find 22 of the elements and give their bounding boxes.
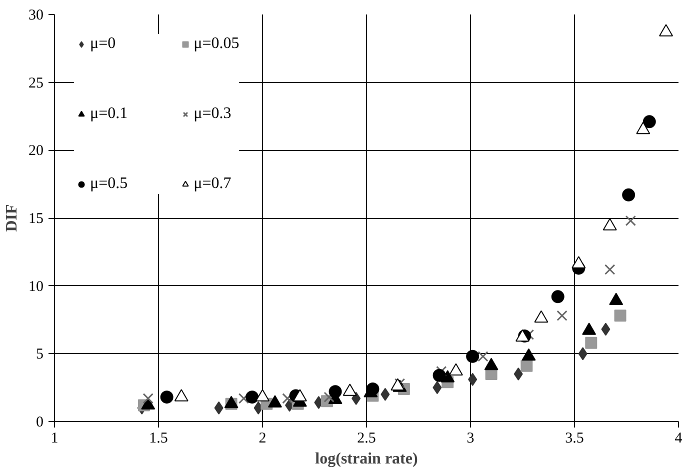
x-tick-label: 2 [258,430,266,446]
legend-label: μ=0.3 [194,105,232,123]
y-axis-title: DIF [4,204,20,232]
x-tick-label: 1 [50,430,58,446]
x-tick-label: 4 [674,430,683,446]
y-tick-label: 20 [28,143,44,160]
x-tick-label: 3 [466,430,474,446]
x-tick-label: 2.5 [357,430,376,446]
y-tick-label: 10 [28,278,44,295]
y-tick-label: 15 [28,211,44,227]
y-tick-label: 5 [36,346,44,363]
y-tick-label: 30 [28,8,44,24]
legend-label: μ=0.5 [90,175,128,193]
y-tick-label: 25 [28,75,44,92]
x-axis-title: log(strain rate) [315,450,418,468]
x-tick-label: 3.5 [565,430,584,446]
x-tick-label: 1.5 [149,430,168,446]
legend-label: μ=0.1 [90,105,128,123]
legend-label: μ=0 [90,35,116,53]
legend-label: μ=0.7 [194,175,232,193]
legend-label: μ=0.05 [194,35,240,53]
y-tick-label: 0 [36,414,44,430]
